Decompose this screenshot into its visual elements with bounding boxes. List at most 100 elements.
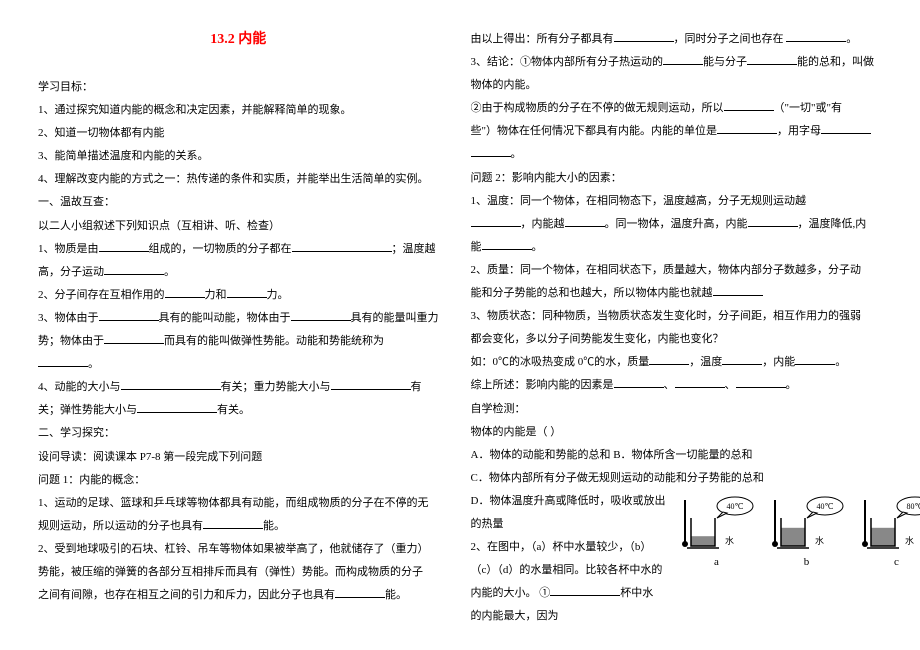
fill-blank: [291, 310, 351, 321]
line: 问题 1：内能的概念：: [38, 469, 439, 492]
line: 2、受到地球吸引的石块、杠铃、吊车等物体如果被举高了，他就储存了（重力）: [38, 538, 439, 561]
line: 内能的大小。 ①杯中水: [471, 582, 666, 605]
text: 具有的能量叫重力: [351, 312, 439, 324]
text: ，同时分子之间也存在: [674, 33, 787, 45]
fill-blank: [99, 310, 159, 321]
text: ，内能越: [521, 218, 565, 230]
line: 关；弹性势能大小与有关。: [38, 399, 439, 422]
line: 3、能简单描述温度和内能的关系。: [38, 145, 439, 168]
line: 自学检测：: [471, 398, 920, 421]
fill-blank: [99, 241, 149, 252]
fill-blank: [203, 518, 263, 529]
line: 都会变化，多以分子间势能发生变化，内能也变化？: [471, 328, 920, 351]
fill-blank: [38, 356, 88, 367]
line: 2、质量：同一个物体，在相同状态下，质量越大，物体内部分子数越多，分子动: [471, 259, 920, 282]
text: 、: [664, 379, 675, 391]
line: 势；物体由于 而具有的能叫做弹性势能。动能和势能统称为: [38, 330, 439, 353]
line: 4、动能的大小与有关；重力势能大小与有: [38, 376, 439, 399]
cup-icon: 80℃ 水: [857, 494, 920, 554]
text: 能。: [263, 520, 285, 532]
line: 1、运动的足球、篮球和乒乓球等物体都具有动能，而组成物质的分子在不停的无: [38, 492, 439, 515]
cup-b: 40℃ 水 b: [762, 494, 852, 629]
fill-blank: [550, 585, 620, 596]
line: 问题 2：影响内能大小的因素：: [471, 167, 920, 190]
text: 。: [846, 33, 857, 45]
line: 规则运动，所以运动的分子也具有能。: [38, 515, 439, 538]
text: 。: [532, 241, 543, 253]
cup-label: c: [894, 556, 899, 568]
line: 由以上得出：所有分子都具有 ，同时分子之间也存在 。: [471, 28, 920, 51]
fill-blank: [717, 123, 777, 134]
fill-blank: [786, 31, 846, 42]
fill-blank: [471, 146, 511, 157]
line: 4、理解改变内能的方式之一：热传递的条件和实质，并能举出生活简单的实例。: [38, 168, 439, 191]
line: 设问导读：阅读课本 P7-8 第一段完成下列问题: [38, 446, 439, 469]
fill-blank: [614, 377, 664, 388]
text: 有关。: [217, 404, 250, 416]
text: 之间有间隙，也存在相互之间的引力和斥力，因此分子也具有: [38, 589, 335, 601]
text: 综上所述：影响内能的因素是: [471, 379, 614, 391]
line: 如：0℃的冰吸热变成 0℃的水，质量，温度，内能。: [471, 351, 920, 374]
line: 以二人小组叙述下列知识点（互相讲、听、检查）: [38, 215, 439, 238]
fill-blank: [675, 377, 725, 388]
text: 组成的，一切物质的分子都在: [149, 243, 292, 255]
text: 具有的能叫动能，物体由于: [159, 312, 291, 324]
svg-text:40℃: 40℃: [816, 502, 833, 511]
text: 能与分子: [703, 56, 747, 68]
line: 高，分子运动。: [38, 261, 439, 284]
text: 能的总和，叫做: [797, 56, 874, 68]
text: 势；物体由于: [38, 335, 104, 347]
line: 3、物体由于 具有的能叫动能，物体由于 具有的能量叫重力: [38, 307, 439, 330]
line: （c）（d）的水量相同。比较各杯中水的: [471, 559, 666, 582]
line: 。: [38, 353, 439, 376]
line: 1、物质是由组成的，一切物质的分子都在；温度越: [38, 238, 439, 261]
text: 。同一物体，温度升高，内能: [605, 218, 748, 230]
line: 一、温故互查：: [38, 191, 439, 214]
text: ②由于构成物质的分子在不停的做无规则运动，所以: [471, 102, 724, 114]
fill-blank: [722, 354, 762, 365]
fill-blank: [821, 123, 871, 134]
fill-blank: [227, 287, 267, 298]
fill-blank: [724, 100, 774, 111]
text: 由以上得出：所有分子都具有: [471, 33, 614, 45]
text: （"一切"或"有: [774, 102, 842, 114]
fill-blank: [331, 379, 411, 390]
cup-a: 40℃ 水 a: [672, 494, 762, 629]
fill-blank: [104, 333, 164, 344]
text: 杯中水: [620, 587, 653, 599]
fill-blank: [736, 377, 786, 388]
text: ，温度: [689, 356, 722, 368]
text: 。: [511, 148, 522, 160]
line: 的热量: [471, 513, 666, 536]
line: 3、结论：①物体内部所有分子热运动的 能与分子 能的总和，叫做: [471, 51, 920, 74]
text: 3、物体由于: [38, 312, 99, 324]
svg-text:水: 水: [815, 535, 824, 546]
text: 些"）物体在任何情况下都具有内能。内能的单位是: [471, 125, 718, 137]
svg-text:水: 水: [725, 535, 734, 546]
svg-text:水: 水: [905, 535, 914, 546]
cup-icon: 40℃ 水: [677, 494, 757, 554]
text: 2、分子间存在互相作用的: [38, 289, 165, 301]
cup-diagram: 40℃ 水 a 40℃ 水 b 80℃ 水 c 90℃ 水 d: [666, 494, 920, 629]
line: 综上所述：影响内能的因素是、、。: [471, 374, 920, 397]
text: 3、结论：①物体内部所有分子热运动的: [471, 56, 664, 68]
fill-blank: [335, 587, 385, 598]
fill-blank: [565, 216, 605, 227]
fill-blank: [165, 287, 205, 298]
cup-label: b: [804, 556, 810, 568]
line: ②由于构成物质的分子在不停的做无规则运动，所以 （"一切"或"有: [471, 97, 920, 120]
line: ，内能越。同一物体，温度升高，内能，温度降低,内: [471, 213, 920, 236]
fill-blank: [649, 354, 689, 365]
line: 物体的内能是（ ）: [471, 421, 920, 444]
text: 。: [164, 266, 175, 278]
text: 1、物质是由: [38, 243, 99, 255]
text: 而具有的能叫做弹性势能。动能和势能统称为: [164, 335, 384, 347]
fill-blank: [795, 354, 835, 365]
line: 学习目标：: [38, 76, 439, 99]
fill-blank: [471, 216, 521, 227]
cup-label: a: [714, 556, 719, 568]
fill-blank: [104, 264, 164, 275]
fill-blank: [292, 241, 392, 252]
text: 能和分子势能的总和也越大，所以物体内能也就越: [471, 287, 713, 299]
svg-text:40℃: 40℃: [726, 502, 743, 511]
